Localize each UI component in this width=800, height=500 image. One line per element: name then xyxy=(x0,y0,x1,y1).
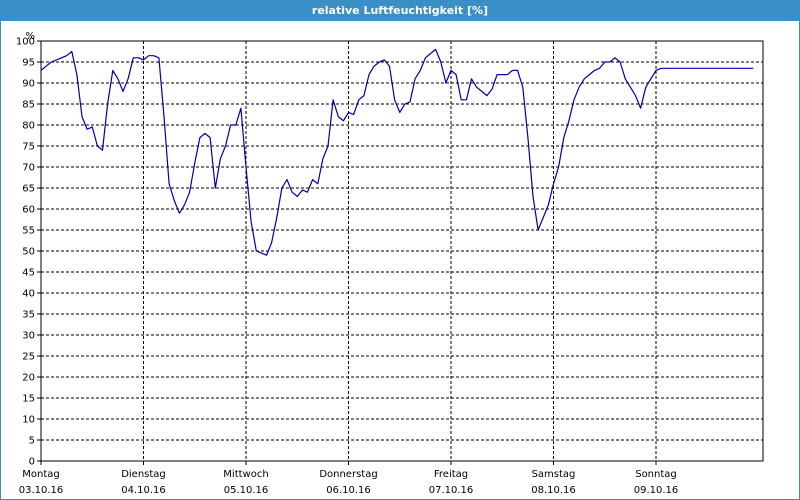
y-tick-label: 10 xyxy=(22,415,35,426)
x-tick-date-label: 05.10.16 xyxy=(224,485,269,496)
x-tick-day-label: Samstag xyxy=(532,469,576,480)
y-tick-label: 60 xyxy=(22,205,35,216)
y-tick-label: 20 xyxy=(22,373,35,384)
y-tick-label: 25 xyxy=(22,352,35,363)
x-tick-date-label: 07.10.16 xyxy=(429,485,474,496)
y-tick-label: 100 xyxy=(16,37,35,48)
y-tick-label: 0 xyxy=(29,457,35,468)
x-tick-day-label: Montag xyxy=(22,469,59,480)
x-tick-day-label: Mittwoch xyxy=(223,469,268,480)
x-tick-day-label: Sonntag xyxy=(635,469,677,480)
y-tick-label: 40 xyxy=(22,289,35,300)
x-tick-date-label: 04.10.16 xyxy=(121,485,166,496)
window-title: relative Luftfeuchtigkeit [%] xyxy=(1,1,799,21)
y-tick-label: 65 xyxy=(22,184,35,195)
y-tick-label: 85 xyxy=(22,100,35,111)
y-tick-label: 75 xyxy=(22,142,35,153)
y-tick-label: 50 xyxy=(22,247,35,258)
x-tick-day-label: Freitag xyxy=(434,469,468,480)
humidity-series-line xyxy=(40,48,754,256)
y-axis-unit-label: % xyxy=(25,31,35,42)
y-tick-label: 90 xyxy=(22,79,35,90)
x-tick-day-label: Donnerstag xyxy=(319,469,377,480)
y-tick-label: 80 xyxy=(22,121,35,132)
y-tick-label: 45 xyxy=(22,268,35,279)
x-tick-date-label: 03.10.16 xyxy=(19,485,64,496)
y-tick-label: 95 xyxy=(22,58,35,69)
x-tick-date-label: 09.10.16 xyxy=(634,485,679,496)
y-tick-label: 35 xyxy=(22,310,35,321)
humidity-line-chart: 0 5 10 15 20 25 30 35 40 45 50 55 60 65 70 75 80 85 90 95 10… xyxy=(16,31,764,496)
x-tick-date-label: 06.10.16 xyxy=(326,485,371,496)
plot-frame xyxy=(40,40,764,462)
y-tick-label: 55 xyxy=(22,226,35,237)
y-tick-label: 70 xyxy=(22,163,35,174)
y-tick-label: 5 xyxy=(29,436,35,447)
y-tick-label: 15 xyxy=(22,394,35,405)
x-tick-day-label: Dienstag xyxy=(121,469,166,480)
y-tick-label: 30 xyxy=(22,331,35,342)
x-tick-date-label: 08.10.16 xyxy=(531,485,576,496)
